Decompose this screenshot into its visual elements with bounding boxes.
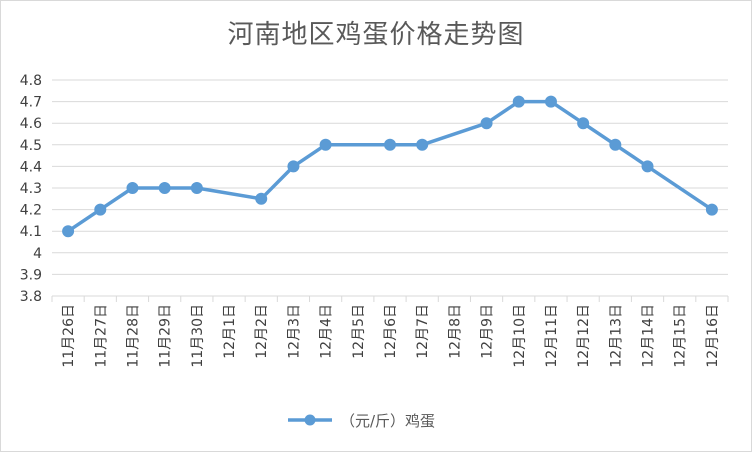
data-point bbox=[384, 138, 396, 151]
y-tick-label: 4.5 bbox=[20, 138, 42, 154]
y-tick-label: 4.1 bbox=[20, 224, 42, 240]
x-tick-label: 12月13日 bbox=[608, 304, 624, 368]
y-tick-label: 3.8 bbox=[20, 289, 42, 305]
x-tick-label: 11月27日 bbox=[93, 304, 109, 368]
data-point bbox=[609, 138, 622, 151]
x-tick-label: 12月1日 bbox=[222, 304, 238, 359]
y-tick-label: 4.7 bbox=[20, 95, 42, 111]
x-tick-label: 11月28日 bbox=[125, 304, 141, 368]
data-point bbox=[512, 95, 525, 108]
data-point bbox=[416, 138, 429, 151]
x-tick-label: 12月7日 bbox=[415, 304, 431, 359]
data-point bbox=[319, 138, 332, 151]
x-tick-label: 12月12日 bbox=[576, 304, 592, 368]
data-point bbox=[480, 117, 493, 130]
y-tick-label: 4.3 bbox=[20, 181, 42, 197]
data-point bbox=[94, 203, 107, 216]
x-tick-label: 12月9日 bbox=[480, 304, 496, 359]
x-tick-label: 11月29日 bbox=[158, 304, 174, 368]
x-tick-label: 12月3日 bbox=[286, 304, 302, 359]
x-tick-label: 12月11日 bbox=[544, 304, 560, 368]
data-point bbox=[62, 225, 75, 238]
y-tick-label: 4.6 bbox=[20, 116, 42, 132]
data-point bbox=[577, 117, 590, 130]
y-tick-label: 4 bbox=[33, 246, 42, 262]
data-point bbox=[190, 182, 203, 194]
data-point bbox=[705, 203, 718, 216]
x-tick-label: 12月8日 bbox=[447, 304, 463, 359]
data-point bbox=[126, 182, 139, 194]
x-tick-label: 12月2日 bbox=[254, 304, 270, 359]
x-tick-label: 11月26日 bbox=[61, 304, 77, 368]
y-tick-label: 4.8 bbox=[20, 73, 42, 89]
data-point bbox=[287, 160, 300, 173]
y-tick-label: 4.4 bbox=[20, 159, 42, 175]
x-tick-label: 12月15日 bbox=[673, 304, 689, 368]
data-point bbox=[544, 95, 557, 108]
legend-label: （元/斤）鸡蛋 bbox=[340, 412, 435, 430]
x-tick-label: 12月14日 bbox=[641, 304, 657, 368]
legend-marker bbox=[304, 414, 316, 426]
x-tick-label: 12月6日 bbox=[383, 304, 399, 359]
x-tick-label: 12月10日 bbox=[512, 304, 528, 368]
x-tick-label: 11月30日 bbox=[190, 304, 206, 368]
data-point bbox=[158, 182, 171, 194]
chart-title: 河南地区鸡蛋价格走势图 bbox=[227, 20, 525, 50]
y-tick-label: 3.9 bbox=[20, 267, 42, 283]
data-point bbox=[255, 192, 268, 205]
data-point bbox=[641, 160, 654, 173]
x-tick-label: 12月16日 bbox=[705, 304, 721, 368]
y-tick-label: 4.2 bbox=[20, 203, 42, 219]
x-tick-label: 12月5日 bbox=[351, 304, 367, 359]
x-tick-label: 12月4日 bbox=[319, 304, 335, 359]
